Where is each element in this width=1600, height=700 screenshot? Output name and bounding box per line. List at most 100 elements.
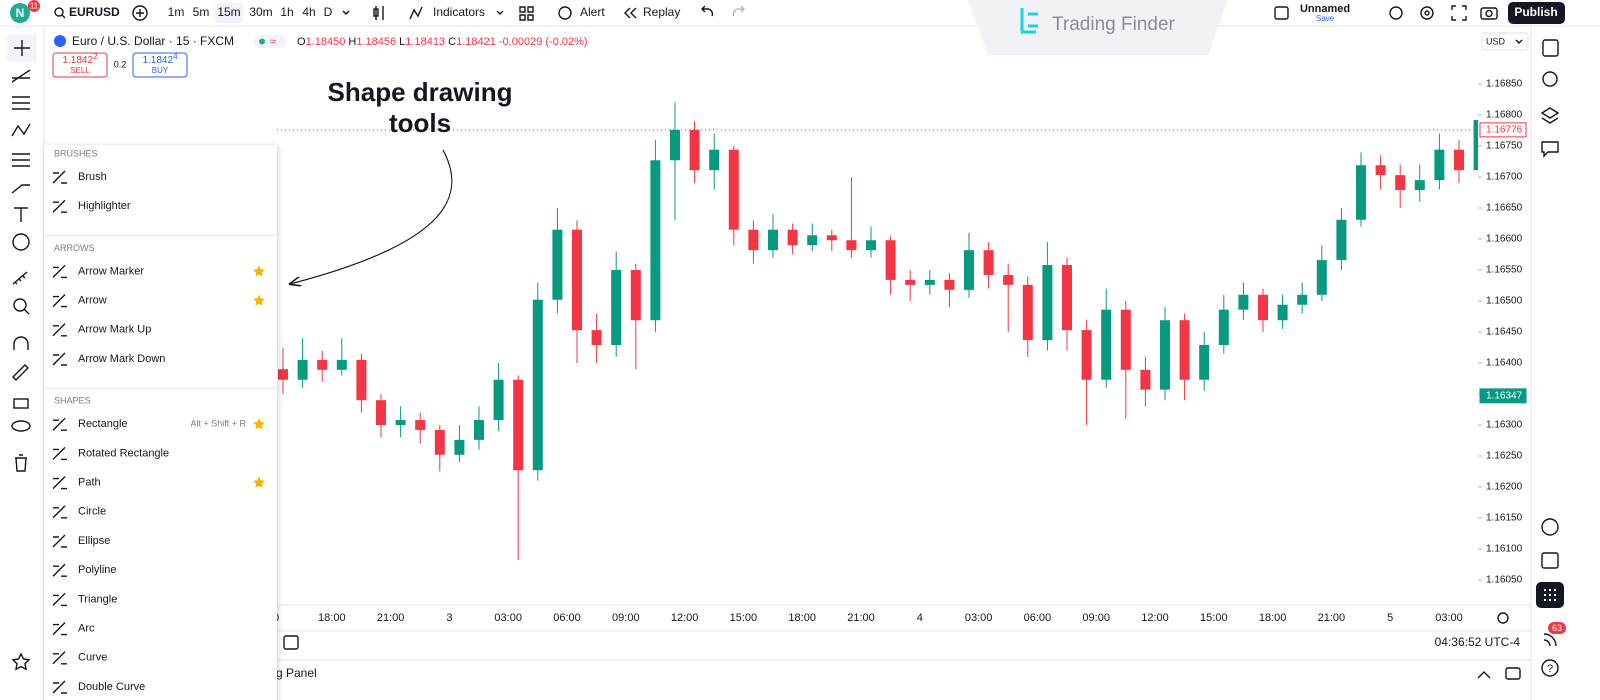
lock-icon[interactable] bbox=[13, 398, 29, 409]
candle-body bbox=[395, 420, 406, 425]
price-tag bbox=[1479, 388, 1527, 404]
emoji-icon[interactable] bbox=[12, 233, 30, 251]
menu-item-label: Path bbox=[78, 477, 101, 489]
favorite-star[interactable] bbox=[253, 476, 265, 488]
avatar-letter: N bbox=[16, 6, 25, 20]
tool-icon[interactable] bbox=[12, 96, 30, 110]
goto-date-icon[interactable] bbox=[283, 635, 299, 650]
save[interactable]: Save bbox=[1316, 14, 1335, 23]
layout-icon[interactable] bbox=[519, 6, 534, 21]
menu-item-label: Arrow Marker bbox=[78, 265, 144, 277]
interval[interactable]: 4h bbox=[302, 5, 315, 19]
menu-item-label: Polyline bbox=[78, 564, 117, 576]
indicators[interactable]: Indicators bbox=[433, 5, 485, 19]
tool-icon[interactable] bbox=[1541, 518, 1559, 536]
zoom-icon[interactable] bbox=[13, 298, 27, 312]
tool-icon[interactable] bbox=[11, 123, 31, 137]
replay-icon[interactable] bbox=[624, 7, 637, 19]
favorite-star[interactable] bbox=[253, 294, 265, 306]
menu-item-label: Rotated Rectangle bbox=[78, 447, 169, 459]
candle-body bbox=[1003, 274, 1014, 285]
interval[interactable]: D bbox=[324, 5, 333, 19]
panel-tab[interactable]: g Panel bbox=[276, 666, 317, 680]
toolbar-icon[interactable] bbox=[1389, 6, 1403, 20]
candle-body bbox=[826, 235, 837, 241]
calendar-icon[interactable] bbox=[1541, 552, 1559, 569]
interval-active[interactable] bbox=[215, 3, 243, 23]
candle-body bbox=[1454, 149, 1464, 171]
layout-name[interactable]: Unnamed bbox=[1300, 3, 1350, 15]
chat-icon[interactable] bbox=[1541, 141, 1559, 158]
notification-count: 63 bbox=[1552, 623, 1562, 633]
tool-icon[interactable] bbox=[12, 153, 30, 167]
chevron[interactable] bbox=[496, 10, 504, 15]
sell-pip: 2 bbox=[93, 52, 98, 61]
interval[interactable]: 1h bbox=[280, 5, 293, 19]
favorites-icon[interactable] bbox=[11, 652, 31, 671]
candle-body bbox=[356, 359, 367, 401]
menu-item-icon bbox=[52, 505, 67, 519]
interval[interactable]: 1m bbox=[168, 5, 185, 19]
favorite-star[interactable] bbox=[253, 418, 265, 430]
expand-icon[interactable] bbox=[1477, 671, 1491, 679]
feed-icon[interactable] bbox=[1543, 633, 1557, 647]
notification-badge bbox=[1548, 622, 1566, 634]
trash-icon[interactable] bbox=[15, 454, 27, 472]
candle-body bbox=[297, 359, 308, 380]
tool-icon[interactable] bbox=[11, 184, 30, 194]
chevron[interactable] bbox=[342, 10, 350, 15]
redo[interactable] bbox=[732, 5, 745, 17]
menu-items: BRUSHES Brush Highlighter ARROWS Arrow Marke… bbox=[44, 148, 277, 694]
currency-button[interactable] bbox=[1481, 32, 1529, 51]
lock-draw-icon[interactable] bbox=[12, 364, 29, 381]
settings-icon[interactable] bbox=[1420, 6, 1434, 20]
magnet-icon[interactable] bbox=[13, 336, 29, 350]
undo[interactable] bbox=[701, 5, 714, 17]
sell-price: 1.1842 bbox=[62, 55, 93, 66]
search-icon[interactable] bbox=[54, 7, 64, 17]
axis-settings[interactable] bbox=[1497, 612, 1509, 624]
y-tick-label: 1.16850 bbox=[1486, 79, 1523, 90]
menu-item-icon bbox=[52, 264, 67, 279]
status-icon: ≈ bbox=[270, 36, 276, 48]
search-icon bbox=[61, 14, 66, 19]
candle-body bbox=[1042, 265, 1053, 341]
x-tick-label: 18:00 bbox=[318, 612, 346, 624]
alert[interactable]: Alert bbox=[580, 5, 605, 19]
zoom-icon bbox=[23, 308, 30, 315]
publish-button[interactable] bbox=[1508, 2, 1565, 24]
snapshot-icon[interactable] bbox=[1480, 7, 1498, 20]
ruler-icon[interactable] bbox=[12, 271, 28, 285]
layers-icon[interactable] bbox=[1540, 107, 1560, 124]
interval[interactable]: 5m bbox=[193, 5, 210, 19]
symbol[interactable]: EURUSD bbox=[69, 5, 120, 19]
layout-square[interactable] bbox=[1274, 6, 1289, 20]
candle-body bbox=[1395, 175, 1406, 191]
favorite-star[interactable] bbox=[253, 265, 265, 277]
sell-button[interactable] bbox=[52, 52, 108, 78]
interval[interactable]: 30m bbox=[249, 5, 272, 19]
candle-body bbox=[905, 279, 916, 285]
alert-icon[interactable] bbox=[558, 6, 572, 20]
menu-item-label: Ellipse bbox=[78, 535, 110, 547]
buy-button[interactable] bbox=[132, 52, 188, 78]
fullscreen-icon[interactable] bbox=[1451, 5, 1467, 21]
alerts-icon[interactable] bbox=[1542, 71, 1558, 87]
help-icon[interactable] bbox=[1541, 659, 1559, 677]
avatar[interactable] bbox=[10, 3, 30, 23]
x-tick-label: 12:00 bbox=[671, 612, 699, 624]
settings-icon bbox=[1424, 10, 1430, 16]
candle-body bbox=[807, 235, 818, 246]
menu-section: SHAPES bbox=[54, 396, 91, 406]
intervals: 1m 5m 15m 30m 1h 4h D bbox=[168, 3, 333, 23]
maximize-icon[interactable] bbox=[1505, 667, 1521, 680]
watchlist-icon[interactable] bbox=[1542, 39, 1559, 57]
replay[interactable]: Replay bbox=[643, 5, 680, 19]
add-symbol[interactable] bbox=[132, 5, 148, 21]
eye-icon[interactable] bbox=[11, 420, 31, 432]
interval[interactable]: 15m bbox=[217, 5, 240, 19]
menu-item-label: Brush bbox=[78, 171, 107, 183]
text-tool-icon[interactable] bbox=[14, 207, 28, 222]
tool-icon[interactable] bbox=[11, 69, 31, 83]
indicators-icon[interactable] bbox=[409, 6, 423, 20]
